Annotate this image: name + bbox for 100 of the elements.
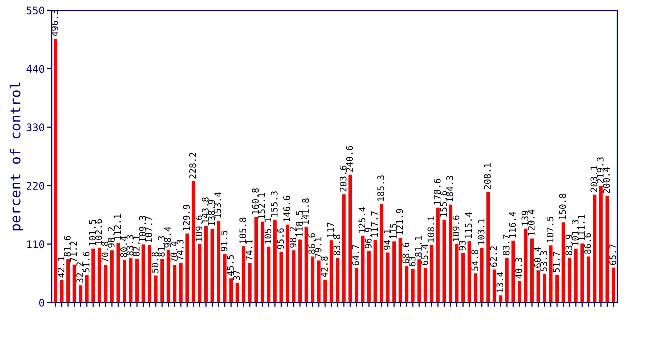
data-label: 139	[522, 211, 529, 226]
data-label: 93	[459, 241, 466, 251]
data-label: 40.3	[516, 258, 522, 279]
data-label: 109.3	[139, 216, 146, 242]
bar	[499, 296, 503, 303]
data-label: 121.9	[396, 209, 404, 235]
data-label: 51.7	[553, 252, 560, 273]
bar	[280, 252, 284, 303]
bar	[148, 246, 152, 303]
bar	[186, 234, 190, 303]
y-tick-label: 220	[27, 182, 44, 190]
bar	[368, 251, 371, 303]
data-label: 118.5	[296, 211, 303, 237]
data-label: 71.2	[70, 242, 78, 262]
data-label: 129.9	[183, 205, 190, 231]
data-label: 98.2	[290, 227, 297, 248]
data-label: 109.6	[196, 216, 203, 242]
data-label: 45.5	[227, 255, 234, 276]
bar	[330, 240, 334, 303]
bar	[449, 204, 452, 303]
data-label: 83.8	[334, 234, 341, 256]
bar	[54, 39, 58, 303]
bar	[267, 246, 271, 303]
bar	[354, 268, 358, 303]
data-label: 51.6	[82, 252, 90, 273]
bar	[580, 244, 584, 303]
data-label: 111.1	[578, 215, 585, 241]
data-label: 42.8	[321, 256, 328, 278]
bar	[505, 258, 509, 303]
bar	[248, 263, 252, 303]
data-label: 65.7	[610, 244, 616, 266]
data-label: 62.2	[490, 246, 498, 267]
data-label: 125.4	[358, 207, 366, 233]
bar	[160, 260, 164, 303]
bar	[66, 259, 70, 303]
bar	[236, 283, 240, 303]
y-tick-label: 110	[27, 240, 44, 248]
data-label: 116.4	[509, 212, 516, 238]
bar	[142, 244, 146, 303]
bar	[198, 244, 202, 303]
y-tick-label: 330	[26, 124, 44, 132]
data-label: 96.9	[365, 228, 372, 249]
bar	[562, 222, 566, 303]
bar	[411, 269, 415, 303]
data-label: 81.3	[158, 236, 165, 257]
bar	[311, 256, 315, 303]
data-label: 102.6	[95, 220, 102, 246]
bar	[116, 243, 120, 303]
bar	[217, 221, 220, 303]
data-label: 107.5	[546, 217, 554, 242]
data-label: 203.6	[340, 166, 347, 192]
data-label: 68.6	[402, 243, 410, 264]
bar	[298, 240, 302, 303]
data-label: 228.2	[190, 152, 196, 179]
bar	[136, 259, 139, 303]
data-label: 219.3	[597, 158, 604, 184]
data-label: 53.3	[540, 251, 548, 272]
data-label: 91.5	[220, 230, 228, 252]
data-label: 74.3	[176, 240, 184, 261]
data-label: 83.7	[502, 235, 510, 256]
bar	[242, 246, 246, 303]
data-label: 160.8	[252, 188, 260, 214]
data-label: 74.1	[246, 240, 253, 261]
data-label: 70.4	[170, 242, 178, 263]
data-label: 79.1	[314, 237, 322, 258]
data-label: 101.5	[89, 220, 96, 246]
bar	[98, 248, 102, 303]
data-label: 95.6	[277, 228, 284, 250]
bar	[348, 174, 352, 303]
bar	[405, 266, 409, 303]
data-label: 152.1	[258, 193, 266, 219]
data-label: 94.1	[384, 229, 391, 250]
data-label: 150.8	[559, 194, 566, 220]
data-label: 82.1	[133, 236, 140, 256]
data-label: 240.6	[346, 146, 354, 172]
bar	[586, 256, 590, 303]
bar	[60, 280, 64, 303]
bar	[173, 265, 177, 303]
data-label: 203.1	[590, 166, 598, 192]
bar	[398, 238, 402, 303]
bar	[179, 263, 183, 303]
data-label: 105.1	[264, 218, 272, 244]
data-label: 109.6	[452, 216, 460, 242]
data-label: 178.6	[434, 179, 441, 205]
bar	[260, 222, 264, 303]
data-label: 146.6	[284, 196, 290, 222]
bar	[556, 275, 560, 303]
y-axis-title: percent of control	[10, 82, 24, 231]
bar	[430, 245, 434, 303]
bar	[230, 278, 234, 303]
data-label: 86.6	[308, 233, 316, 254]
data-label: 108.1	[428, 216, 435, 242]
bar	[317, 260, 321, 303]
y-tick-label: 440	[26, 65, 44, 74]
data-label: 112.1	[114, 214, 121, 240]
data-label: 13.4	[496, 272, 504, 292]
data-label: 155.6	[440, 191, 448, 217]
bar	[85, 275, 89, 303]
bar	[166, 250, 170, 303]
data-label: 103.1	[478, 219, 485, 245]
